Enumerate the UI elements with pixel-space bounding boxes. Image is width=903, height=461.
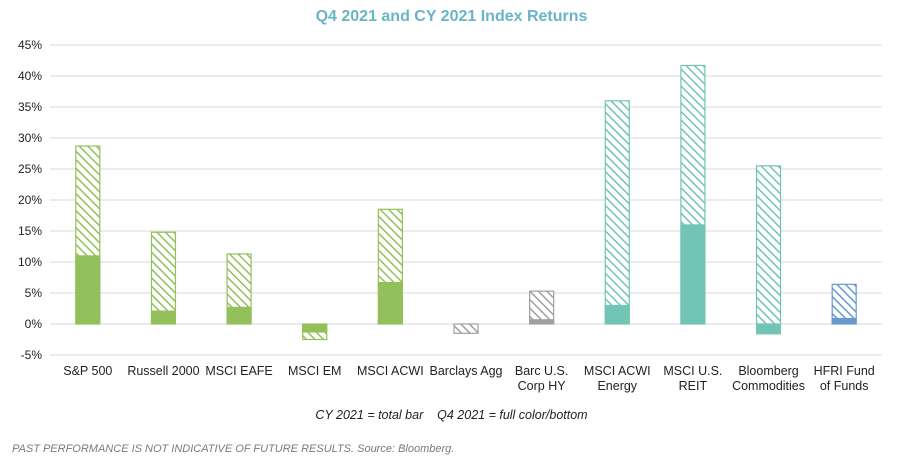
bars [75, 64, 857, 341]
x-tick-label: Barclays Agg [430, 364, 503, 378]
y-tick-label: 25% [18, 162, 42, 176]
y-tick-label: 10% [18, 255, 42, 269]
x-tick-label: Bloomberg Commodities [732, 364, 805, 393]
x-tick-label: MSCI ACWI [357, 364, 424, 378]
footnote: PAST PERFORMANCE IS NOT INDICATIVE OF FU… [12, 443, 455, 455]
bar-q4-2021 [756, 323, 782, 335]
y-tick-label: 40% [18, 69, 42, 83]
bar-cy-2021 [604, 100, 630, 325]
x-axis: S&P 500 Russell 2000 MSCI EAFE MSCI EM MSCI … [63, 364, 875, 393]
y-tick-label: 35% [18, 100, 42, 114]
gridlines [50, 44, 882, 356]
bar-cy-2021 [755, 165, 782, 325]
chart-title: Q4 2021 and CY 2021 Index Returns [315, 8, 588, 25]
bar-chart: -5% 0% 5% 10% 15% 20% 25% 30% 35% 40% 45% S&P 500 R… [18, 38, 882, 393]
bar-q4-2021 [680, 224, 706, 325]
bar-cy-2021 [453, 323, 479, 334]
x-tick-label: MSCI EM [288, 364, 341, 378]
bar-q4-2021 [604, 304, 630, 325]
y-tick-label: 5% [25, 286, 43, 300]
y-tick-label: -5% [21, 348, 43, 362]
bar-q4-2021 [226, 306, 252, 325]
y-tick-label: 15% [18, 224, 42, 238]
y-tick-label: 20% [18, 193, 42, 207]
bar-q4-2021 [75, 255, 101, 325]
bar-q4-2021 [150, 310, 176, 325]
bar-q4-2021 [377, 281, 403, 325]
bar-q4-2021 [831, 317, 857, 325]
bar-cy-2021 [529, 290, 555, 325]
legend-note: CY 2021 = total bar Q4 2021 = full color… [315, 408, 588, 422]
y-tick-label: 0% [25, 317, 43, 331]
bar-q4-2021 [302, 323, 328, 333]
x-tick-label: MSCI EAFE [205, 364, 272, 378]
x-tick-label: HFRI Fund of Funds [814, 364, 875, 393]
x-tick-label: S&P 500 [63, 364, 112, 378]
y-axis: -5% 0% 5% 10% 15% 20% 25% 30% 35% 40% 45% [18, 38, 42, 362]
x-tick-label: MSCI U.S. REIT [663, 364, 722, 393]
y-tick-label: 45% [18, 38, 42, 52]
bar-cy-2021 [150, 231, 177, 325]
x-tick-label: Barc U.S. Corp HY [515, 364, 569, 393]
x-tick-label: MSCI ACWI Energy [584, 364, 651, 393]
y-tick-label: 30% [18, 131, 42, 145]
bar-q4-2021 [529, 319, 555, 325]
x-tick-label: Russell 2000 [127, 364, 199, 378]
